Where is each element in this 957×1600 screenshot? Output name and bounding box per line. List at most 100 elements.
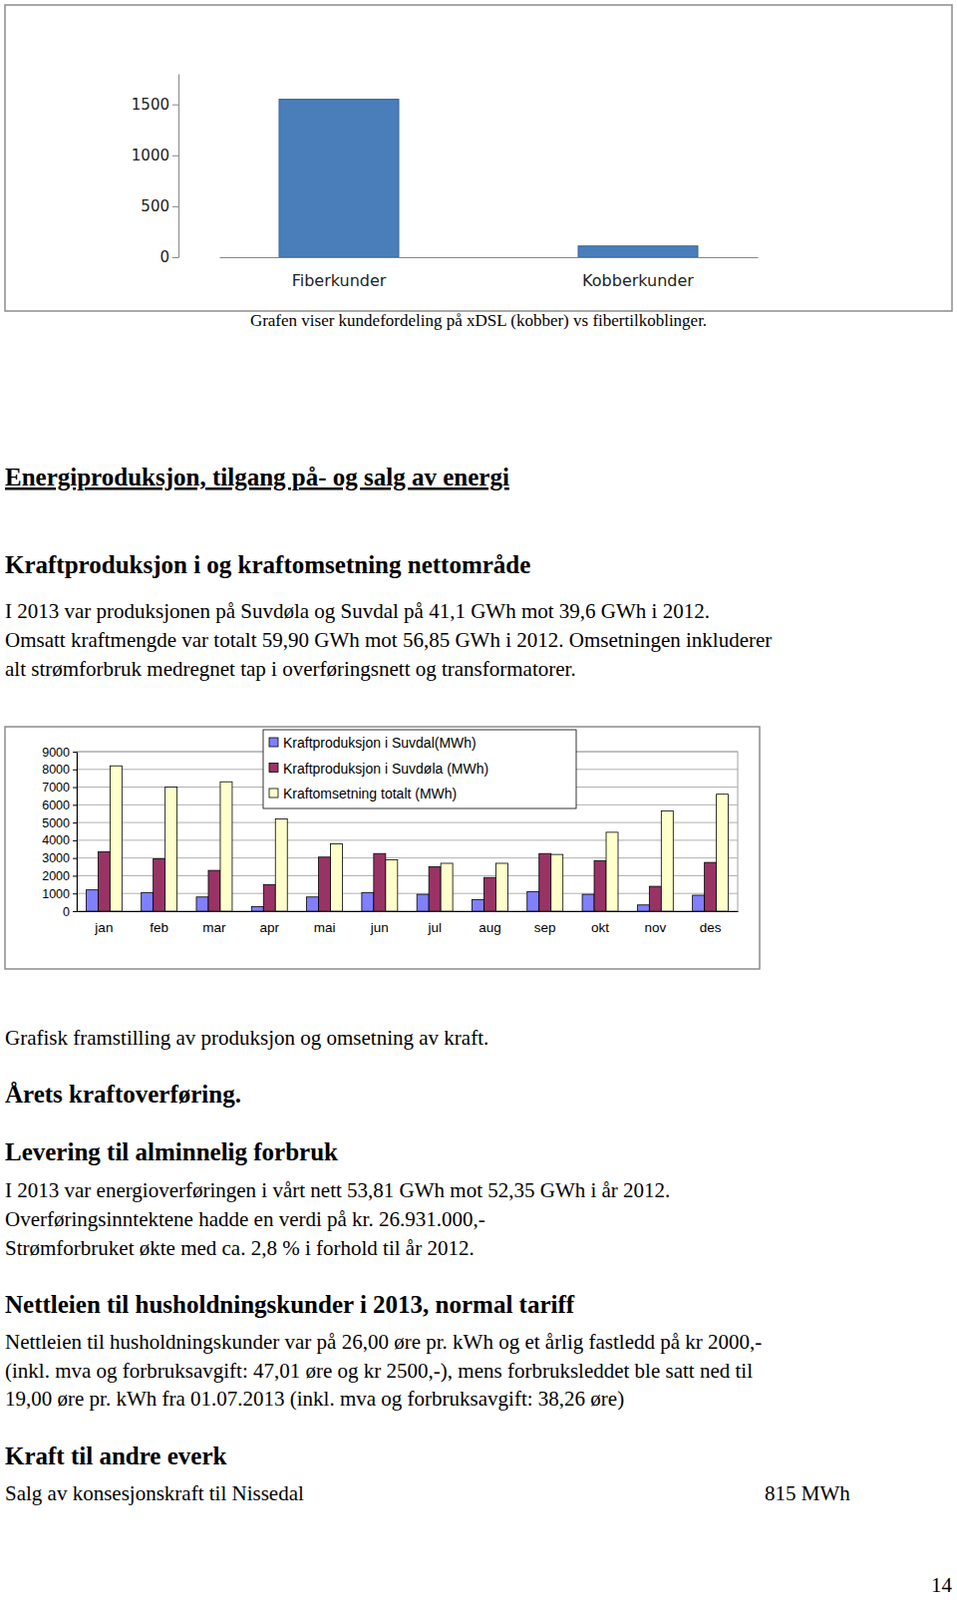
tick-label: mar [202,920,227,936]
tick-mark [72,822,77,824]
bar [220,781,233,912]
axis-line [77,911,739,913]
tick-label: mai [314,920,336,936]
bar [648,886,661,912]
bar [165,787,178,912]
tick: mar [202,920,227,936]
bar [471,899,484,912]
tick: 2000 [41,869,77,884]
bar [373,853,386,912]
tick-mark [72,911,77,913]
tick-mark [72,875,77,877]
bar [263,884,276,912]
bar [141,892,154,912]
tick: Fiberkunder [292,271,387,291]
heading: Årets kraftoverføring. [4,1080,242,1108]
tick: jul [426,920,442,936]
tick: apr [260,920,281,936]
tick-label: 1500 [131,95,170,114]
paragraph-line: Overføringsinntektene hadde en verdi på … [4,1207,486,1232]
chart-frame [4,726,760,969]
tick: 1000 [41,887,77,902]
legend-swatch [269,737,279,747]
page-number: 14 [931,1573,954,1597]
tick: mai [314,920,336,936]
tick: 1000 [131,146,179,165]
tick: okt [591,920,610,936]
tick-label: 6000 [41,798,70,813]
bar [319,857,331,912]
tick-label: nov [643,920,666,936]
section-title: Kraftproduksjon i og kraftomsetning nett… [4,551,531,579]
axis-line [220,257,759,259]
tick-label: Kobberkunder [582,271,694,291]
tick-mark [172,104,179,106]
legend: Kraftproduksjon i Suvdal(MWh)Kraftproduk… [263,729,577,809]
tick-mark [72,840,77,842]
bar [330,843,343,912]
paragraph-line: Nettleien til husholdningskunder var på … [4,1329,762,1354]
bar [716,794,729,912]
tick-label: 3000 [41,851,70,866]
bar [196,897,209,912]
bar [594,860,607,912]
tick: feb [149,920,169,936]
tick-mark [172,206,179,208]
tick-label: jun [369,920,389,936]
legend-box [263,729,577,809]
tick-label: apr [260,920,281,936]
bar [692,895,705,912]
tick-label: 0 [159,248,170,267]
bar [279,99,399,258]
tick-label: jan [93,920,113,936]
bar [704,862,717,912]
tick: 1500 [131,95,179,114]
paragraph-line: 19,00 øre pr. kWh fra 01.07.2013 (inkl. … [4,1386,625,1411]
tick: 7000 [41,780,77,795]
bar [440,863,453,912]
y-axis: 0100020003000400050006000700080009000 [41,745,77,920]
legend-swatch [269,763,279,773]
tick-mark [72,751,77,753]
paragraph-line: I 2013 var produksjonen på Suvdøla og Su… [4,599,710,624]
plot-area [279,99,698,258]
tick: 9000 [41,745,77,760]
tick-mark [72,787,77,789]
paragraph-line: Strømforbruket økte med ca. 2,8 % i forh… [4,1236,475,1261]
bar [551,854,564,912]
tick: 8000 [41,762,77,777]
legend-label: Kraftproduksjon i Suvdal(MWh) [283,734,477,751]
tick: 4000 [41,833,77,848]
bar [85,890,98,912]
tick-label: 5000 [41,816,70,831]
tick-label: 1000 [41,887,70,902]
section-title: Nettleien til husholdningskunder i 2013,… [4,1290,576,1318]
bar [578,246,698,258]
section-title: Kraft til andre everk [4,1442,227,1470]
tick-label: sep [534,920,557,936]
paragraph-line: Omsatt kraftmengde var totalt 59,90 GWh … [4,628,772,652]
tick-label: 500 [140,197,170,216]
bar [495,863,508,912]
tick: jan [93,920,113,936]
paragraph-line: alt strømforbruk medregnet tap i overfør… [4,656,577,681]
bar [208,870,221,912]
tick-label: 8000 [41,762,70,777]
tick: aug [478,920,502,936]
page: 050010001500FiberkunderKobberkunder01000… [0,0,957,1600]
caption: Grafen viser kundefordeling på xDSL (kob… [250,311,707,330]
bar [637,905,649,912]
tick: jun [369,920,389,936]
bar [153,859,166,912]
tick-label: 2000 [41,869,70,884]
tick: 0 [159,248,179,267]
chart-customers: 0 500 1000 1500 Fiberkunder Kobberkunder [4,4,953,312]
legend-label: Kraftomsetning totalt (MWh) [283,785,457,802]
y-axis: 0 500 1000 1500 [131,74,180,268]
tick-label: feb [149,920,169,936]
section-title: Levering til alminnelig forbruk [4,1138,338,1166]
paragraph-line: I 2013 var energioverføringen i vårt net… [4,1178,670,1203]
bar [251,907,264,912]
tick-mark [72,804,77,806]
x-axis: janfebmaraprmaijunjulaugsepoktnovdes [77,912,739,936]
